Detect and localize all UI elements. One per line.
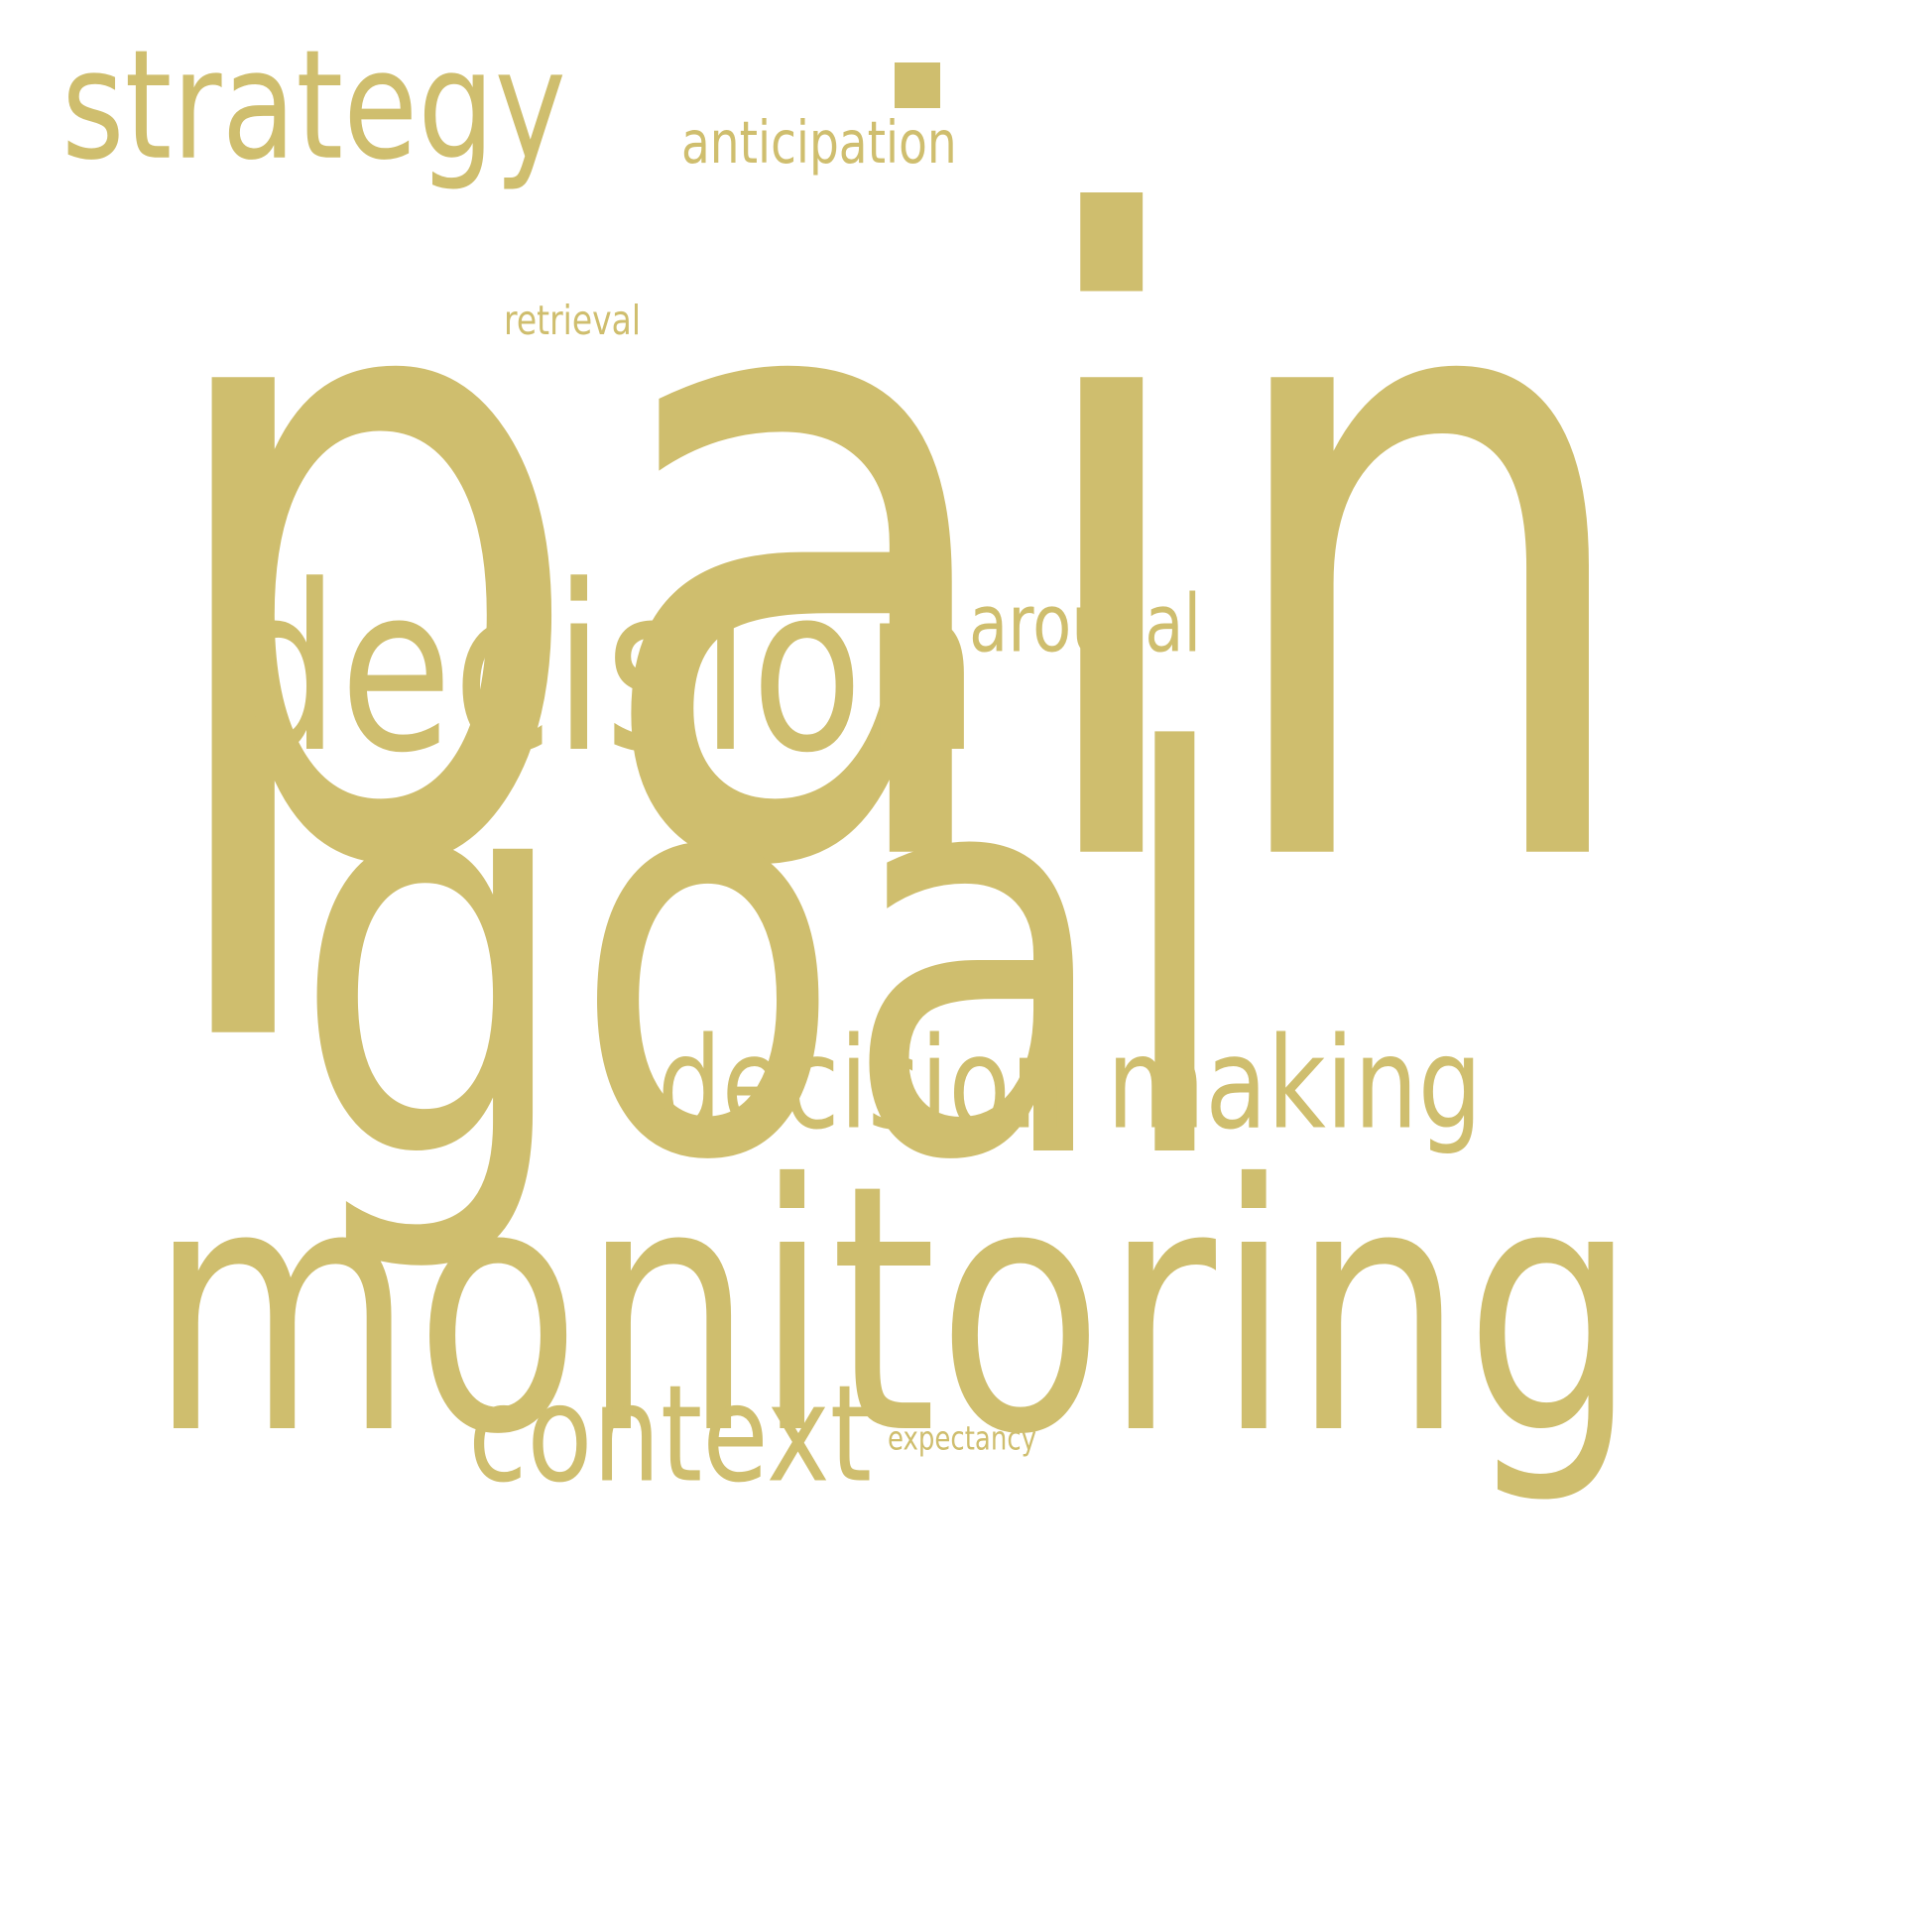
word-expectancy-text: expectancy — [888, 1420, 1037, 1458]
word-arousal-text: arousal — [969, 578, 1202, 671]
word-arousal: arousal — [969, 585, 1201, 664]
word-goal: goal — [293, 683, 1236, 1235]
word-pain-text: pain — [149, 47, 1648, 1058]
word-decision-making: decision making — [658, 1021, 1483, 1147]
word-monitoring-text: monitoring — [149, 1112, 1638, 1509]
word-goal-text: goal — [293, 638, 1237, 1281]
word-retrieval: retrieval — [504, 300, 641, 340]
word-strategy-text: strategy — [61, 17, 566, 193]
word-retrieval-text: retrieval — [504, 296, 642, 344]
word-context-text: context — [468, 1357, 873, 1512]
word-anticipation: anticipation — [681, 114, 957, 173]
word-context: context — [468, 1368, 872, 1502]
word-monitoring: monitoring — [149, 1140, 1637, 1481]
word-decision-making-text: decision making — [658, 1010, 1483, 1158]
word-expectancy: expectancy — [888, 1423, 1036, 1456]
word-pain: pain — [149, 118, 1647, 986]
word-strategy: strategy — [61, 30, 566, 181]
word-decision-text: decision — [223, 536, 980, 803]
i-dot-mark — [895, 62, 940, 108]
word-anticipation-text: anticipation — [681, 109, 957, 178]
word-decision: decision — [223, 554, 980, 784]
